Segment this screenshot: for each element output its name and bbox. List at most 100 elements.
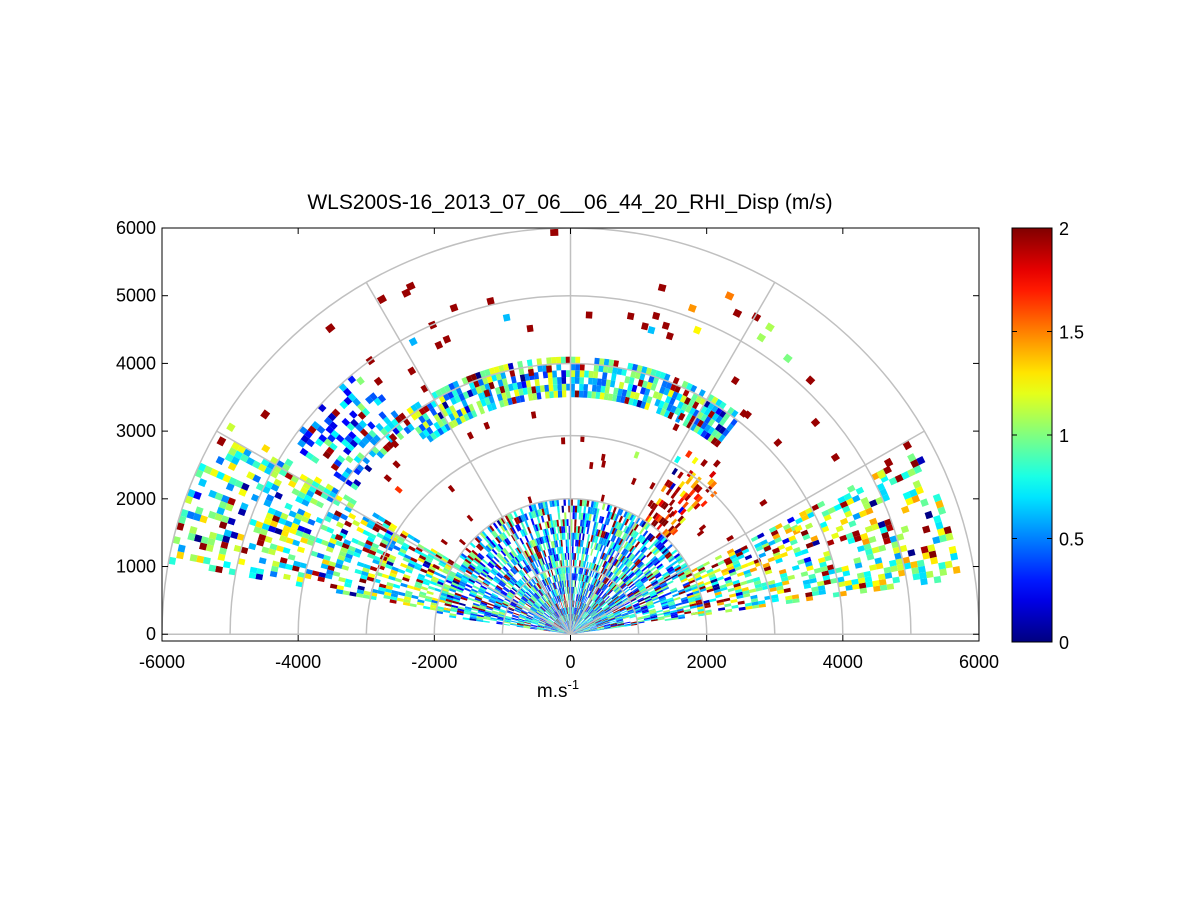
data-cell bbox=[562, 526, 566, 533]
data-cell bbox=[600, 602, 607, 608]
data-cell bbox=[214, 492, 224, 501]
data-cell bbox=[433, 413, 441, 422]
data-cell bbox=[511, 558, 518, 565]
data-cell bbox=[562, 601, 565, 608]
data-cell bbox=[539, 558, 544, 566]
data-cell bbox=[532, 619, 539, 623]
data-cell bbox=[377, 515, 386, 523]
data-cell bbox=[397, 568, 406, 574]
data-cell bbox=[590, 628, 598, 631]
data-cell bbox=[667, 567, 675, 574]
data-cell bbox=[556, 560, 559, 568]
data-cell bbox=[606, 588, 612, 594]
data-cell bbox=[581, 519, 585, 527]
data-cell bbox=[297, 439, 307, 448]
data-cell bbox=[908, 488, 918, 498]
data-cell bbox=[360, 574, 368, 580]
data-cell bbox=[852, 530, 861, 538]
data-cell bbox=[544, 626, 551, 629]
data-cell bbox=[726, 423, 734, 432]
data-cell bbox=[626, 606, 634, 611]
data-cell bbox=[530, 608, 537, 613]
data-cell bbox=[361, 407, 371, 417]
data-cell bbox=[560, 624, 566, 630]
data-cell bbox=[587, 607, 593, 614]
data-cell bbox=[950, 552, 959, 561]
data-cell bbox=[430, 604, 438, 609]
data-cell bbox=[621, 613, 629, 617]
data-cell bbox=[735, 591, 743, 597]
data-cell bbox=[440, 417, 448, 426]
data-cell bbox=[606, 579, 612, 586]
data-cell bbox=[537, 623, 545, 627]
data-cell bbox=[580, 619, 585, 625]
data-cell bbox=[558, 567, 561, 575]
data-cell bbox=[620, 595, 627, 601]
data-cell bbox=[481, 570, 488, 576]
data-cell bbox=[932, 493, 942, 503]
data-cell bbox=[668, 602, 676, 607]
data-cell bbox=[526, 573, 532, 580]
data-cell bbox=[602, 576, 607, 583]
data-cell bbox=[470, 373, 478, 382]
data-cell bbox=[753, 580, 762, 586]
data-cell bbox=[528, 612, 535, 616]
data-cell bbox=[535, 601, 542, 607]
data-cell bbox=[603, 392, 609, 401]
data-cell bbox=[552, 384, 558, 392]
scatter-cell bbox=[641, 322, 649, 331]
data-cell bbox=[416, 578, 424, 584]
data-cell bbox=[444, 423, 452, 432]
data-cell bbox=[424, 557, 433, 564]
data-cell bbox=[561, 567, 563, 574]
scatter-cell bbox=[633, 451, 640, 459]
data-cell bbox=[564, 607, 567, 615]
data-cell bbox=[343, 539, 352, 546]
data-cell bbox=[429, 607, 437, 611]
data-cell bbox=[583, 589, 586, 596]
data-cell bbox=[605, 379, 611, 387]
data-cell bbox=[554, 612, 559, 618]
data-cell bbox=[584, 370, 589, 378]
data-cell bbox=[656, 392, 664, 401]
scatter-cell bbox=[756, 332, 767, 343]
data-cell bbox=[578, 617, 583, 624]
data-cell bbox=[647, 604, 655, 608]
data-cell bbox=[671, 575, 679, 581]
data-cell bbox=[582, 596, 586, 603]
data-cell bbox=[486, 574, 494, 580]
data-cell bbox=[368, 532, 377, 540]
data-cell bbox=[550, 628, 558, 631]
data-cell bbox=[726, 548, 735, 555]
data-cell bbox=[492, 607, 500, 612]
data-cell bbox=[523, 623, 531, 626]
data-cell bbox=[470, 613, 478, 617]
data-cell bbox=[544, 535, 548, 543]
data-cell bbox=[291, 488, 300, 496]
data-cell bbox=[666, 543, 674, 550]
data-cell bbox=[537, 609, 544, 614]
data-cell bbox=[611, 373, 617, 381]
data-cell bbox=[659, 386, 666, 394]
scatter-cell bbox=[649, 482, 656, 490]
data-cell bbox=[442, 555, 450, 561]
data-cells bbox=[168, 228, 961, 635]
data-cell bbox=[551, 627, 558, 630]
data-cell bbox=[837, 581, 846, 588]
scatter-cell bbox=[700, 459, 708, 467]
data-cell bbox=[582, 603, 586, 611]
data-cell bbox=[685, 477, 693, 485]
data-cell bbox=[522, 543, 528, 551]
data-cell bbox=[571, 593, 573, 601]
data-cell bbox=[541, 572, 546, 579]
data-cell bbox=[573, 553, 575, 560]
data-cell bbox=[598, 600, 605, 606]
data-cell bbox=[677, 506, 685, 514]
data-cell bbox=[542, 615, 548, 620]
data-cell bbox=[583, 630, 591, 632]
data-cell bbox=[575, 615, 579, 622]
data-cell bbox=[937, 506, 947, 515]
data-cell bbox=[603, 605, 610, 611]
data-cell bbox=[448, 382, 456, 391]
data-cell bbox=[450, 584, 458, 589]
